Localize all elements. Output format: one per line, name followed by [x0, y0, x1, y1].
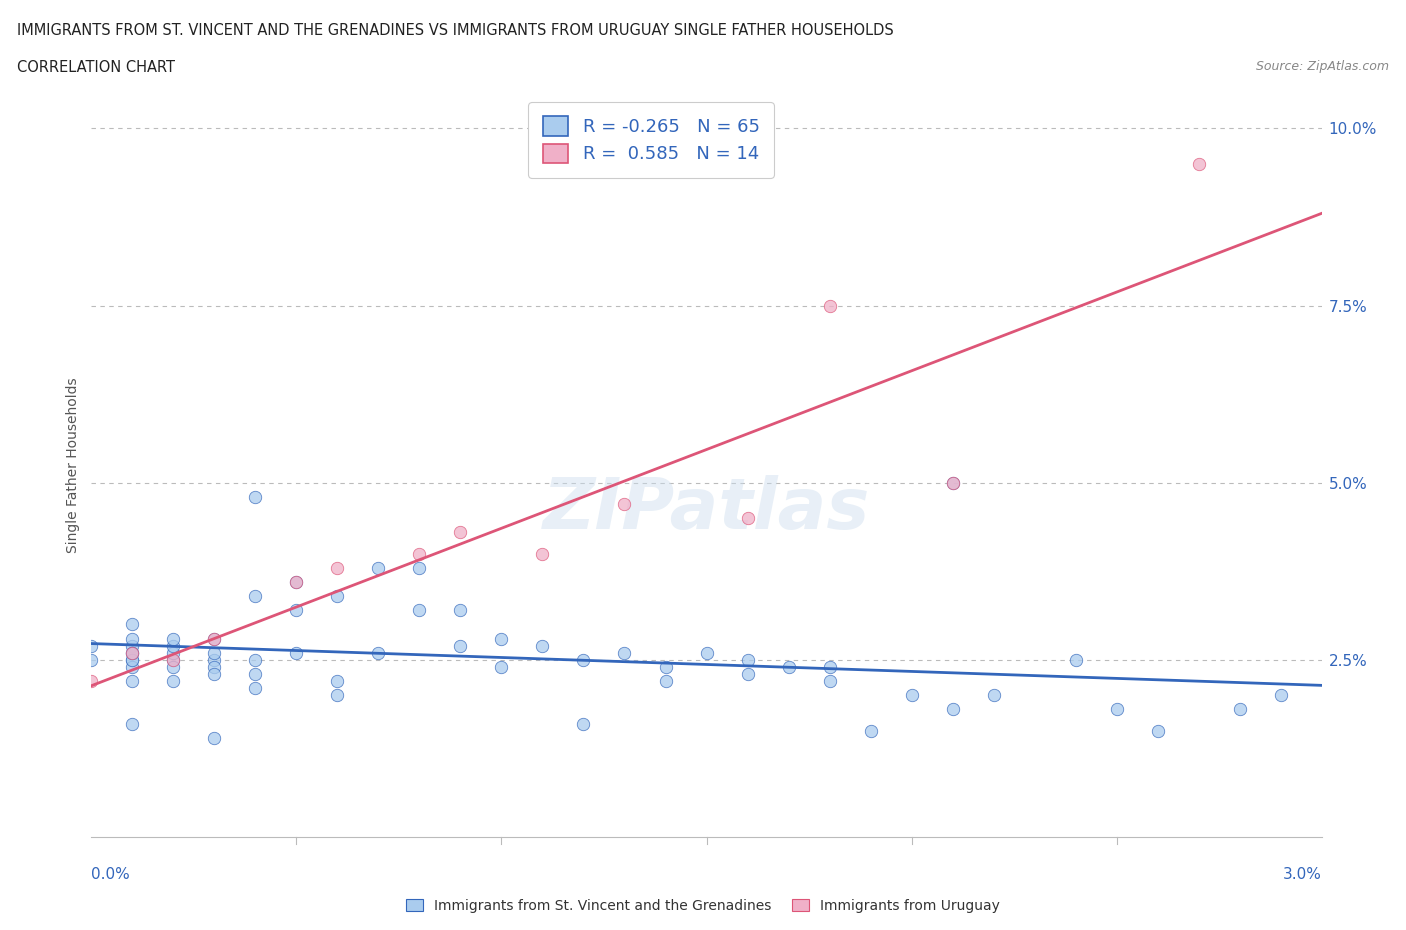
Point: [613, 497, 636, 512]
Point: [202, 659, 225, 674]
Point: [531, 546, 554, 561]
Point: [121, 617, 143, 631]
Point: [121, 638, 143, 653]
Point: [1187, 156, 1209, 171]
Point: [162, 631, 184, 646]
Point: [285, 575, 308, 590]
Point: [202, 653, 225, 668]
Point: [942, 475, 965, 490]
Point: [285, 645, 308, 660]
Point: [162, 645, 184, 660]
Point: [245, 589, 267, 604]
Point: [121, 716, 143, 731]
Point: [408, 603, 430, 618]
Point: [162, 673, 184, 688]
Point: [818, 299, 841, 313]
Point: [326, 560, 349, 575]
Point: [778, 659, 800, 674]
Point: [408, 560, 430, 575]
Point: [245, 681, 267, 696]
Text: ZIPatlas: ZIPatlas: [543, 475, 870, 544]
Point: [202, 631, 225, 646]
Text: IMMIGRANTS FROM ST. VINCENT AND THE GRENADINES VS IMMIGRANTS FROM URUGUAY SINGLE: IMMIGRANTS FROM ST. VINCENT AND THE GREN…: [17, 23, 894, 38]
Point: [654, 659, 676, 674]
Point: [202, 730, 225, 745]
Point: [449, 525, 471, 539]
Point: [737, 667, 759, 682]
Text: Source: ZipAtlas.com: Source: ZipAtlas.com: [1256, 60, 1389, 73]
Y-axis label: Single Father Households: Single Father Households: [66, 378, 80, 552]
Legend: R = -0.265   N = 65, R =  0.585   N = 14: R = -0.265 N = 65, R = 0.585 N = 14: [529, 102, 773, 178]
Point: [449, 638, 471, 653]
Point: [531, 638, 554, 653]
Point: [818, 673, 841, 688]
Point: [1270, 688, 1292, 703]
Point: [942, 702, 965, 717]
Point: [1146, 724, 1168, 738]
Point: [367, 560, 389, 575]
Point: [121, 673, 143, 688]
Point: [202, 631, 225, 646]
Point: [1064, 653, 1087, 668]
Point: [449, 603, 471, 618]
Point: [80, 638, 103, 653]
Point: [900, 688, 922, 703]
Point: [326, 673, 349, 688]
Point: [80, 653, 103, 668]
Point: [737, 653, 759, 668]
Point: [1105, 702, 1128, 717]
Point: [121, 645, 143, 660]
Point: [202, 667, 225, 682]
Text: CORRELATION CHART: CORRELATION CHART: [17, 60, 174, 75]
Point: [121, 659, 143, 674]
Point: [367, 645, 389, 660]
Point: [162, 653, 184, 668]
Point: [121, 645, 143, 660]
Text: 0.0%: 0.0%: [91, 867, 131, 882]
Point: [162, 638, 184, 653]
Point: [326, 688, 349, 703]
Point: [737, 511, 759, 525]
Point: [162, 659, 184, 674]
Point: [572, 716, 595, 731]
Point: [654, 673, 676, 688]
Point: [983, 688, 1005, 703]
Point: [818, 659, 841, 674]
Point: [859, 724, 882, 738]
Text: 3.0%: 3.0%: [1282, 867, 1322, 882]
Point: [80, 673, 103, 688]
Point: [245, 489, 267, 504]
Point: [1229, 702, 1251, 717]
Point: [245, 653, 267, 668]
Point: [613, 645, 636, 660]
Point: [942, 475, 965, 490]
Point: [285, 603, 308, 618]
Point: [491, 631, 513, 646]
Legend: Immigrants from St. Vincent and the Grenadines, Immigrants from Uruguay: Immigrants from St. Vincent and the Gren…: [401, 894, 1005, 919]
Point: [162, 653, 184, 668]
Point: [408, 546, 430, 561]
Point: [695, 645, 717, 660]
Point: [326, 589, 349, 604]
Point: [245, 667, 267, 682]
Point: [121, 645, 143, 660]
Point: [285, 575, 308, 590]
Point: [491, 659, 513, 674]
Point: [202, 645, 225, 660]
Point: [121, 653, 143, 668]
Point: [121, 653, 143, 668]
Point: [572, 653, 595, 668]
Point: [121, 631, 143, 646]
